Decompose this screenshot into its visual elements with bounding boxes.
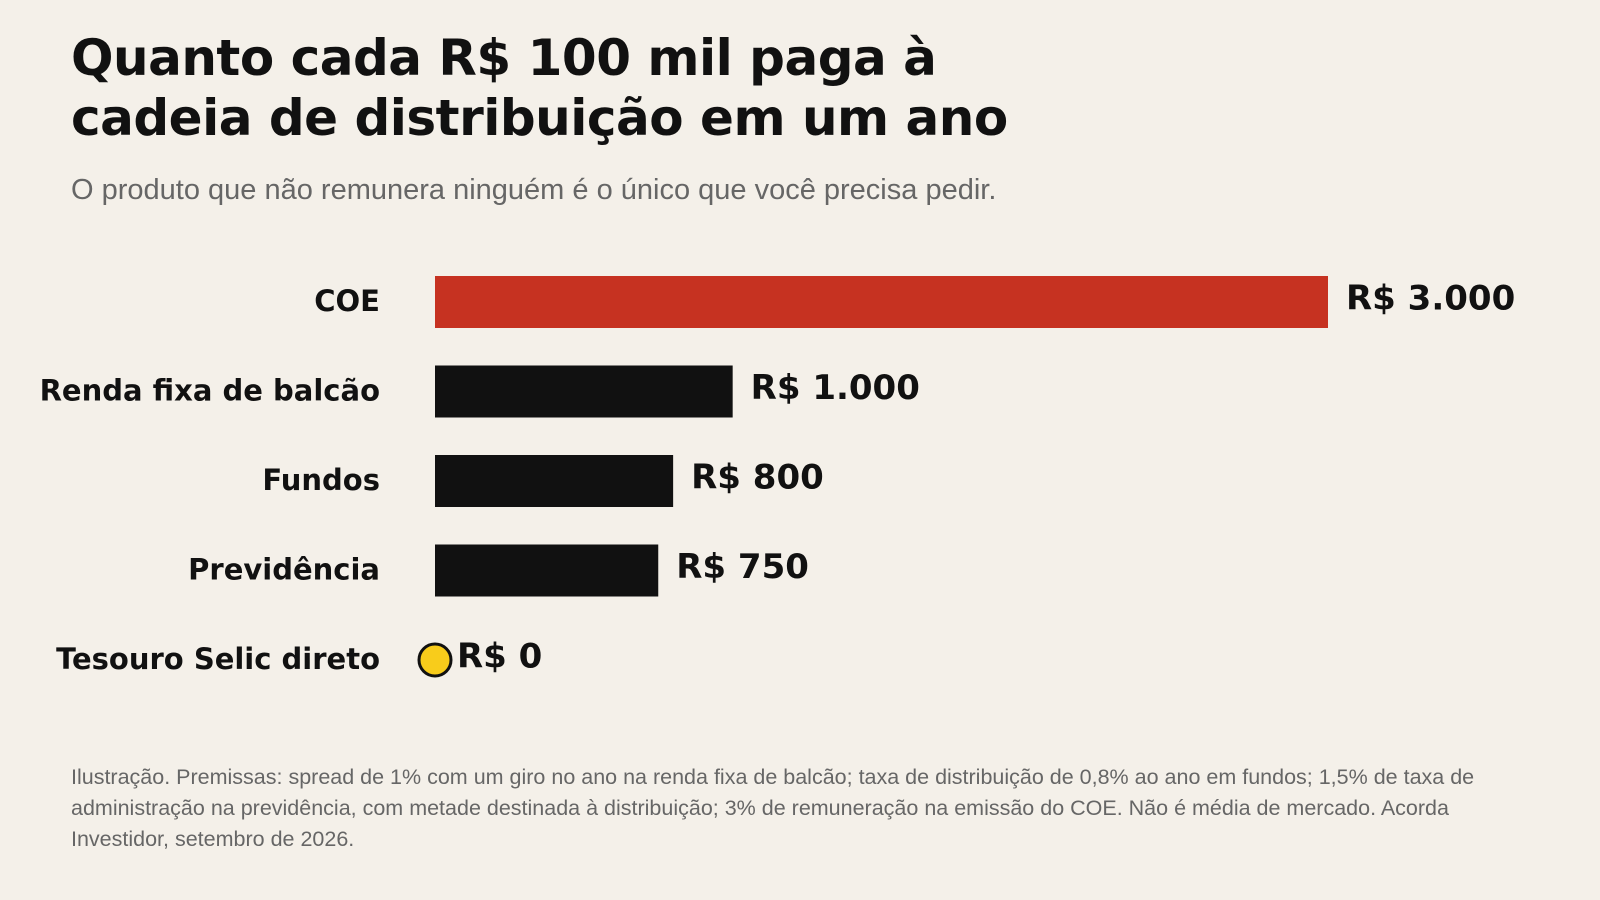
bar xyxy=(435,276,1328,328)
category-label: Fundos xyxy=(262,463,380,497)
category-label: Previdência xyxy=(188,553,380,587)
category-label: COE xyxy=(314,284,380,318)
value-label: R$ 800 xyxy=(691,458,824,498)
chart: COE R$ 3.000 Renda fixa de balcão R$ 1.000 F… xyxy=(40,276,1515,678)
footnote: Ilustração. Premissas: spread de 1% com … xyxy=(71,765,1475,851)
chart-title: Quanto cada R$ 100 mil paga à cadeia de … xyxy=(71,29,1008,147)
category-label: Renda fixa de balcão xyxy=(40,374,380,408)
chart-subtitle: O produto que não remunera ninguém é o ú… xyxy=(71,174,997,206)
bar xyxy=(435,544,659,597)
zero-marker xyxy=(417,642,453,678)
bar xyxy=(435,365,733,418)
value-label: R$ 0 xyxy=(457,637,542,677)
value-label: R$ 3.000 xyxy=(1346,279,1515,319)
value-label: R$ 1.000 xyxy=(751,368,920,408)
bar xyxy=(435,455,674,507)
category-label: Tesouro Selic direto xyxy=(56,642,380,676)
value-label: R$ 750 xyxy=(676,547,809,587)
